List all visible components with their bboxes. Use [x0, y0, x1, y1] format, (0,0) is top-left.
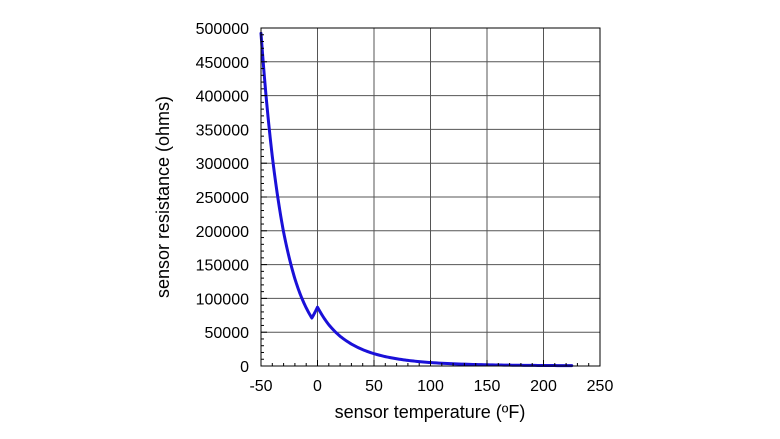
minor-ticks [260, 27, 601, 367]
x-tick-label: 50 [365, 378, 383, 395]
y-axis-title: sensor resistance (ohms) [153, 96, 173, 298]
y-tick-label: 350000 [196, 122, 249, 139]
x-tick-label: -50 [249, 378, 272, 395]
x-tick-label: 250 [587, 378, 614, 395]
y-tick-label: 0 [240, 359, 249, 376]
y-tick-label: 200000 [196, 224, 249, 241]
y-tick-label: 400000 [196, 89, 249, 106]
x-tick-label: 200 [530, 378, 557, 395]
x-tick-label: 0 [313, 378, 322, 395]
series-layer [259, 31, 574, 368]
series-line [259, 31, 574, 368]
y-tick-label: 150000 [196, 258, 249, 275]
y-tick-label: 100000 [196, 291, 249, 308]
y-tick-label: 50000 [205, 325, 250, 342]
y-tick-labels: 0 50000 100000 150000 200000 250000 300000 3500… [196, 21, 249, 376]
y-tick-label: 450000 [196, 55, 249, 72]
x-tick-label: 150 [474, 378, 501, 395]
x-tick-labels: -50 0 50 100 150 200 250 [249, 378, 613, 395]
y-tick-label: 500000 [196, 21, 249, 38]
y-tick-label: 300000 [196, 156, 249, 173]
x-tick-label: 100 [417, 378, 444, 395]
grid [261, 28, 600, 366]
x-axis-title: sensor temperature (ºF) [335, 402, 526, 422]
y-tick-label: 250000 [196, 190, 249, 207]
